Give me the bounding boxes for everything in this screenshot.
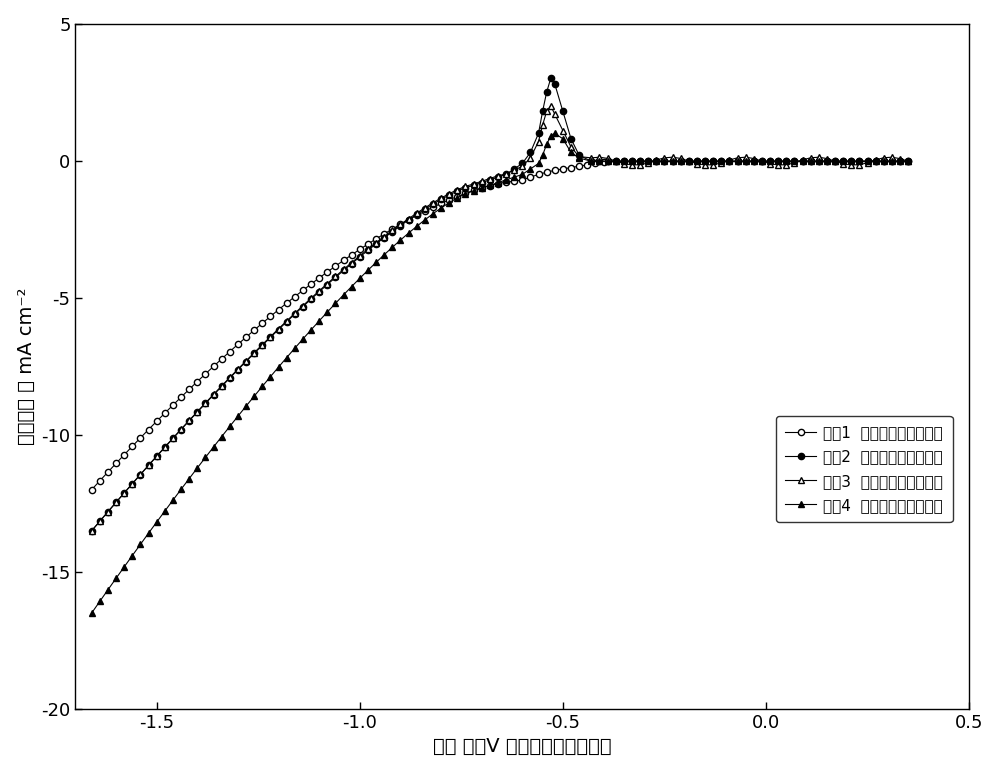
实例3  二氧化碳还原催化剑 [175,424,187,434]
Line: 实例1  二氧化碳还原催化剑: 实例1 二氧化碳还原催化剑 [89,158,911,492]
实例4  二氧化碳还原催化剑 [902,157,914,166]
Line: 实例4  二氧化碳还原催化剑: 实例4 二氧化碳还原催化剑 [89,130,911,616]
实例1  二氧化碳还原催化剑 [264,312,276,321]
实例2  二氧化碳还原催化剑 [675,157,687,166]
实例1  二氧化碳还原催化剑 [199,369,211,379]
实例2  二氧化碳还原催化剑 [427,199,439,209]
实例2  二氧化碳还原催化剑 [902,157,914,166]
Line: 实例2  二氧化碳还原催化剑: 实例2 二氧化碳还原催化剑 [89,75,911,534]
实例1  二氧化碳还原催化剑 [86,485,98,494]
实例4  二氧化碳还原催化剑 [86,608,98,618]
实例3  二氧化碳还原催化剑 [134,470,146,479]
实例4  二氧化碳还原催化剑 [427,209,439,219]
实例1  二氧化碳还原催化剑 [723,157,735,166]
实例4  二氧化碳还原催化剑 [549,128,561,138]
实例4  二氧化碳还原催化剑 [151,517,163,526]
实例4  二氧化碳还原催化剑 [175,485,187,494]
实例4  二氧化碳还原催化剑 [134,540,146,549]
Y-axis label: 电流密度 ／ mA cm⁻²: 电流密度 ／ mA cm⁻² [17,288,36,445]
实例3  二氧化碳还原催化剑 [427,198,439,207]
实例3  二氧化碳还原催化剑 [86,526,98,536]
实例2  二氧化碳还原催化剑 [159,443,171,452]
实例1  二氧化碳还原催化剑 [902,157,914,166]
实例2  二氧化碳还原催化剑 [134,470,146,479]
Legend: 实例1  二氧化碳还原催化剑, 实例2  二氧化碳还原催化剑, 实例3  二氧化碳还原催化剑, 实例4  二氧化碳还原催化剑: 实例1 二氧化碳还原催化剑, 实例2 二氧化碳还原催化剑, 实例3 二氧化碳还原… [776,416,953,522]
实例2  二氧化碳还原催化剑 [175,425,187,434]
实例3  二氧化碳还原催化剑 [159,442,171,451]
实例4  二氧化碳还原催化剑 [675,157,687,166]
实例3  二氧化碳还原催化剑 [545,101,557,111]
实例2  二氧化碳还原催化剑 [151,451,163,461]
实例1  二氧化碳还原催化剑 [329,261,341,271]
实例3  二氧化碳还原催化剑 [902,157,914,166]
实例3  二氧化碳还原催化剑 [151,451,163,461]
实例2  二氧化碳还原催化剑 [86,526,98,536]
实例3  二氧化碳还原催化剑 [675,154,687,163]
实例4  二氧化碳还原催化剑 [159,506,171,516]
实例1  二氧化碳还原催化剑 [748,157,760,166]
Line: 实例3  二氧化碳还原催化剑: 实例3 二氧化碳还原催化剑 [89,103,911,534]
X-axis label: 电位 ／（V 相对于标准氢电极）: 电位 ／（V 相对于标准氢电极） [433,737,612,756]
实例1  二氧化碳还原催化剑 [533,170,545,179]
实例2  二氧化碳还原催化剑 [545,74,557,83]
